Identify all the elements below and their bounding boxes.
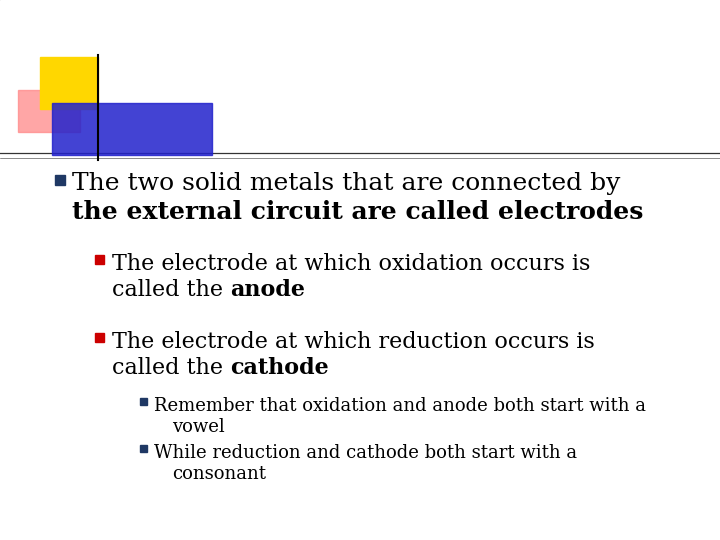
Text: electrodes: electrodes [498, 200, 643, 224]
Text: the external circuit are called: the external circuit are called [72, 200, 498, 224]
Bar [52, 103, 212, 155]
Text: called the: called the [112, 279, 230, 301]
Text: Remember that oxidation and anode both start with a: Remember that oxidation and anode both s… [154, 397, 646, 415]
Bar [55, 175, 65, 185]
Bar [40, 57, 98, 109]
Text: The two solid metals that are connected by: The two solid metals that are connected … [72, 172, 621, 195]
Text: anode: anode [230, 279, 305, 301]
Text: The electrode at which oxidation occurs is: The electrode at which oxidation occurs … [112, 253, 590, 275]
Bar [95, 255, 104, 264]
Text: consonant: consonant [172, 465, 266, 483]
Text: vowel: vowel [172, 418, 225, 436]
Text: The electrode at which reduction occurs is: The electrode at which reduction occurs … [112, 331, 595, 353]
Bar [140, 445, 147, 452]
Text: cathode: cathode [230, 357, 329, 379]
Text: While reduction and cathode both start with a: While reduction and cathode both start w… [154, 444, 577, 462]
Bar [95, 333, 104, 342]
Bar [140, 398, 147, 405]
Text: called the: called the [112, 357, 230, 379]
Bar [18, 90, 80, 132]
